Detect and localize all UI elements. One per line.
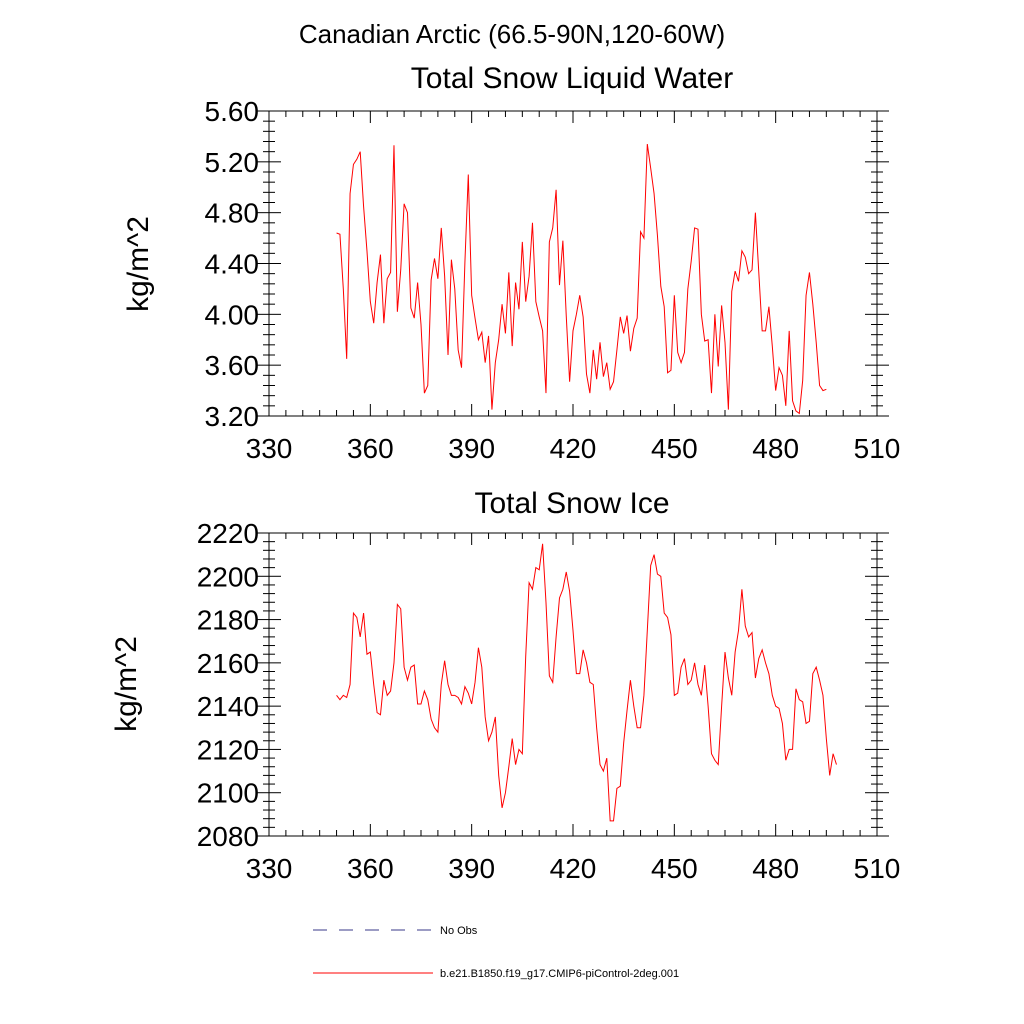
- series-line: [336, 143, 827, 415]
- x-tick-label: 330: [246, 853, 293, 884]
- y-axis-label: kg/m^2: [110, 636, 143, 732]
- x-tick-label: 360: [347, 853, 394, 884]
- x-tick-label: 390: [448, 853, 495, 884]
- y-tick-label: 4.40: [205, 249, 260, 280]
- y-tick-label: 2080: [197, 821, 259, 852]
- snow-ice-panel: Total Snow Ice kg/m^2 330 360 390 420 450 480…: [110, 487, 900, 884]
- y-tick-label: 3.20: [205, 401, 260, 432]
- legend-label-model: b.e21.B1850.f19_g17.CMIP6-piControl-2deg…: [440, 968, 679, 980]
- y-tick-label: 2220: [197, 518, 259, 549]
- y-tick-label: 3.60: [205, 350, 260, 381]
- legend-label-no-obs: No Obs: [440, 925, 478, 937]
- x-tick-label: 420: [550, 433, 597, 464]
- y-tick-label: 2200: [197, 561, 259, 592]
- x-tick-label: 480: [752, 853, 799, 884]
- x-tick-label: 480: [752, 433, 799, 464]
- x-tick-label: 390: [448, 433, 495, 464]
- x-tick-label: 420: [550, 853, 597, 884]
- x-tick-label: 360: [347, 433, 394, 464]
- x-tick-label: 510: [854, 853, 901, 884]
- x-tick-label: 450: [651, 433, 698, 464]
- y-tick-label: 2140: [197, 691, 259, 722]
- x-tick-label: 450: [651, 853, 698, 884]
- legend: No Obs b.e21.B1850.f19_g17.CMIP6-piContr…: [313, 925, 679, 980]
- panel-title: Total Snow Ice: [474, 487, 669, 520]
- panel-title: Total Snow Liquid Water: [411, 62, 733, 95]
- y-tick-label: 2120: [197, 734, 259, 765]
- y-tick-label: 4.80: [205, 198, 260, 229]
- plot-frame: [268, 532, 878, 837]
- y-tick-label: 2160: [197, 648, 259, 679]
- y-axis-label: kg/m^2: [122, 216, 155, 312]
- series-line: [336, 543, 837, 822]
- x-tick-label: 510: [854, 433, 901, 464]
- y-tick-label: 2100: [197, 778, 259, 809]
- y-tick-label: 2180: [197, 605, 259, 636]
- x-tick-label: 330: [246, 433, 293, 464]
- y-tick-label: 5.60: [205, 96, 260, 127]
- figure-title: Canadian Arctic (66.5-90N,120-60W): [299, 19, 725, 49]
- snow-liquid-water-panel: Total Snow Liquid Water kg/m^2 330 360 390…: [122, 62, 900, 464]
- y-tick-label: 4.00: [205, 299, 260, 330]
- y-tick-label: 5.20: [205, 147, 260, 178]
